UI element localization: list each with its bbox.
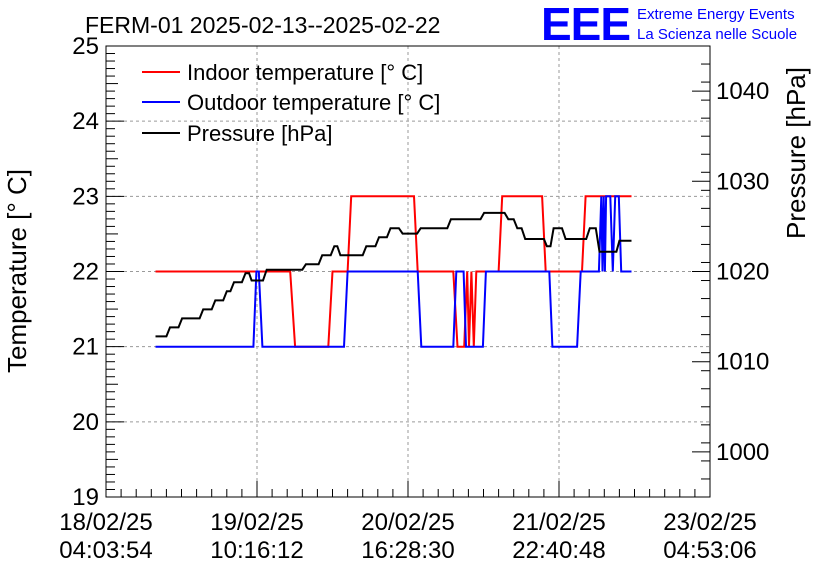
legend-label-indoor: Indoor temperature [° C]	[187, 60, 423, 85]
y2-tick-label: 1000	[716, 439, 769, 466]
logo-line-1: Extreme Energy Events	[637, 6, 795, 23]
x-tick-label: 18/02/25 04:03:54	[59, 509, 152, 564]
legend: Indoor temperature [° C] Outdoor tempera…	[142, 60, 440, 146]
y2-axis-label: Pressure [hPa]	[781, 67, 811, 239]
y-tick-label: 24	[72, 108, 99, 135]
eee-logo-mark: EEE	[541, 0, 630, 50]
y-tick-label: 22	[72, 259, 99, 286]
y-tick-label: 23	[72, 183, 99, 210]
y-tick-label: 21	[72, 334, 99, 361]
chart-title: FERM-01 2025-02-13--2025-02-22	[85, 12, 440, 38]
x-tick-label: 19/02/25 10:16:12	[210, 509, 303, 564]
legend-label-outdoor: Outdoor temperature [° C]	[187, 90, 440, 115]
eee-logo: EEE Extreme Energy Events La Scienza nel…	[541, 0, 797, 50]
x-tick-label: 21/02/25 22:40:48	[512, 509, 605, 564]
pressure-line	[155, 211, 632, 338]
axis-ticks	[105, 45, 711, 498]
y-tick-label: 25	[72, 33, 99, 60]
y2-tick-label: 1010	[716, 349, 769, 376]
y-tick-label: 19	[72, 484, 99, 511]
y-tick-label: 20	[72, 409, 99, 436]
y2-tick-label: 1040	[716, 78, 769, 105]
x-tick-label: 20/02/25 16:28:30	[361, 509, 454, 564]
logo-line-2: La Scienza nelle Scuole	[637, 26, 797, 43]
y2-tick-label: 1030	[716, 168, 769, 195]
x-tick-label: 23/02/25 04:53:06	[663, 509, 756, 564]
y-axis-label: Temperature [° C]	[2, 169, 32, 373]
outdoor-temperature-line	[155, 195, 632, 348]
series-lines	[155, 195, 632, 348]
legend-label-pressure: Pressure [hPa]	[187, 121, 333, 146]
tick-labels: 18/02/25 04:03:54 19/02/25 10:16:12 20/02/25…	[59, 33, 769, 564]
y2-tick-label: 1020	[716, 259, 769, 286]
